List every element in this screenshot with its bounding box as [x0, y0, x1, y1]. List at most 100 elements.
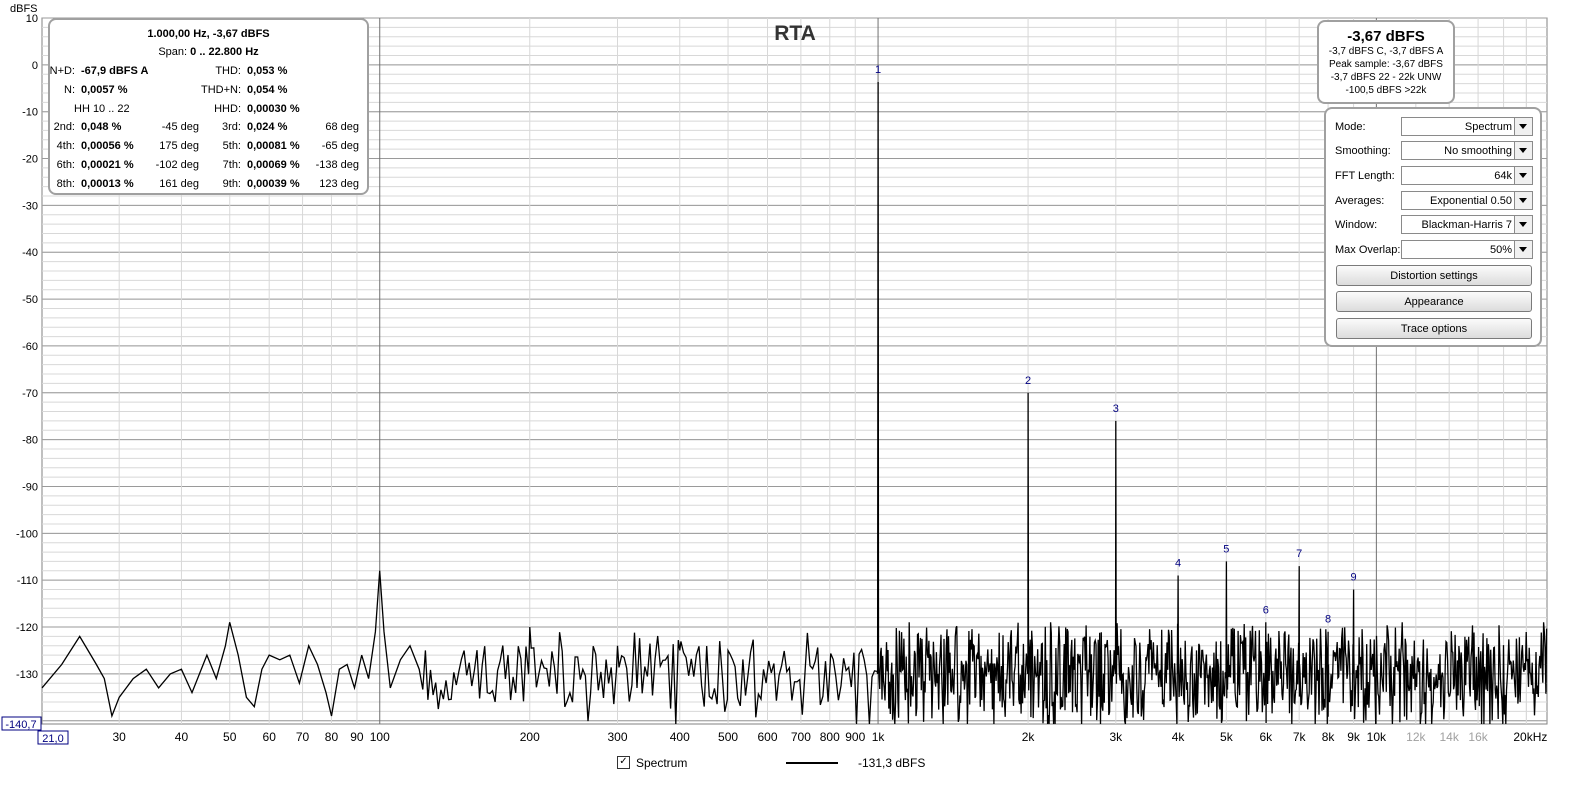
spectrum-visible-checkbox[interactable]: ✓ [617, 756, 630, 769]
fft-length-select[interactable]: 64k [1401, 166, 1533, 185]
window-select[interactable]: Blackman-Harris 7 [1401, 215, 1533, 234]
harmonic-phase: 175 deg [159, 140, 199, 152]
thdn-label: THD+N: [200, 84, 241, 96]
distortion-panel: 1.000,00 Hz, -3,67 dBFS Span: 0 .. 22.80… [48, 18, 369, 195]
x-tick-label: 100 [370, 730, 390, 744]
mode-value: Spectrum [1464, 121, 1512, 133]
fft-length-value: 64k [1494, 170, 1512, 182]
x-tick-label: 40 [175, 730, 189, 744]
chevron-down-icon[interactable] [1514, 216, 1532, 233]
level-main: -3,67 dBFS [1347, 28, 1425, 45]
y-tick-label: 0 [32, 60, 38, 72]
appearance-button[interactable]: Appearance [1336, 291, 1532, 312]
x-tick-label: 300 [607, 730, 627, 744]
chevron-down-icon[interactable] [1514, 142, 1532, 159]
x-tick-label: 10k [1367, 730, 1387, 744]
x-tick-label: 500 [718, 730, 738, 744]
max-overlap-value: 50% [1489, 244, 1512, 256]
y-tick-label: -80 [22, 435, 38, 447]
harmonic-phase: 68 deg [325, 121, 359, 133]
x-tick-label: 5k [1220, 730, 1234, 744]
harmonic-phase: -138 deg [315, 159, 359, 171]
distortion-settings-button[interactable]: Distortion settings [1336, 265, 1532, 286]
harmonic-peak-label: 2 [1025, 375, 1031, 387]
n-thdn-row: N: 0,0057 % THD+N: 0,054 % [50, 84, 367, 102]
smoothing-row: Smoothing: No smoothing [1334, 141, 1534, 161]
x-tick-label: 800 [820, 730, 840, 744]
smoothing-label: Smoothing: [1335, 145, 1391, 157]
x-tick-label: 8k [1322, 730, 1336, 744]
y-tick-label: -60 [22, 341, 38, 353]
chevron-down-icon[interactable] [1514, 167, 1532, 184]
x-tick-label: 700 [791, 730, 811, 744]
harmonic-label: 5th: [222, 140, 241, 152]
y-tick-label: -100 [16, 528, 38, 540]
mode-select[interactable]: Spectrum [1401, 117, 1533, 136]
nd-thd-row: N+D: -67,9 dBFS A THD: 0,053 % [50, 65, 367, 83]
x-tick-label: 80 [325, 730, 339, 744]
y-tick-label: -130 [16, 669, 38, 681]
y-tick-label: -70 [22, 388, 38, 400]
y-min-readout: -140,7 [5, 719, 36, 731]
y-tick-label: -20 [22, 154, 38, 166]
chevron-down-icon[interactable] [1514, 241, 1532, 258]
chevron-down-icon[interactable] [1514, 118, 1532, 135]
harmonic-peak-labels: 1 2 3 4 5 6 7 8 9 [875, 64, 1357, 626]
n-label: N: [64, 84, 75, 96]
max-overlap-row: Max Overlap: 50% [1334, 240, 1534, 260]
y-tick-label: -90 [22, 481, 38, 493]
harmonic-peak-label: 9 [1351, 572, 1357, 584]
averages-select[interactable]: Exponential 0.50 [1401, 191, 1533, 210]
x-tick-label: 200 [520, 730, 540, 744]
harmonic-peak-label: 3 [1113, 403, 1119, 415]
averages-value: Exponential 0.50 [1430, 195, 1512, 207]
x-tick-label: 4k [1172, 730, 1186, 744]
level-peak-sample: Peak sample: -3,67 dBFS [1329, 59, 1443, 70]
nd-label: N+D: [49, 65, 75, 77]
averages-label: Averages: [1335, 195, 1385, 207]
x-min-readout-box [37, 730, 69, 745]
n-value: 0,0057 % [81, 84, 128, 96]
window-value: Blackman-Harris 7 [1421, 219, 1512, 231]
smoothing-select[interactable]: No smoothing [1401, 141, 1533, 160]
fft-length-row: FFT Length: 64k [1334, 166, 1534, 186]
thd-label: THD: [215, 65, 241, 77]
harmonic-value: 0,00081 % [247, 140, 300, 152]
x-tick-label: 12k [1406, 730, 1426, 744]
harmonic-label: 9th: [222, 178, 241, 190]
x-tick-label: 14k [1440, 730, 1460, 744]
max-overlap-label: Max Overlap: [1335, 244, 1401, 256]
level-above-22k: -100,5 dBFS >22k [1345, 85, 1427, 96]
x-tick-label: 70 [296, 730, 310, 744]
chevron-down-icon[interactable] [1514, 192, 1532, 209]
harmonic-phase: 123 deg [319, 178, 359, 190]
x-tick-label: 2k [1022, 730, 1036, 744]
harmonic-value: 0,00039 % [247, 178, 300, 190]
mode-row: Mode: Spectrum [1334, 117, 1534, 137]
harmonic-phase: 161 deg [159, 178, 199, 190]
harmonic-value: 0,00056 % [81, 140, 134, 152]
harmonic-label: 8th: [56, 178, 75, 190]
legend-trace-swatch [786, 762, 838, 764]
x-tick-label: 90 [350, 730, 364, 744]
max-overlap-select[interactable]: 50% [1401, 240, 1533, 259]
y-tick-label: -10 [22, 107, 38, 119]
hhd-value: 0,00030 % [247, 103, 300, 115]
harmonic-row: 2nd: 0,048 % -45 deg 3rd: 0,024 % 68 deg [50, 121, 367, 139]
level-panel: -3,67 dBFS -3,7 dBFS C, -3,7 dBFS A Peak… [1317, 20, 1455, 104]
hhd-label: HHD: [214, 103, 241, 115]
controls-panel: Mode: Spectrum Smoothing: No smoothing F… [1324, 107, 1542, 347]
x-tick-label: 9k [1347, 730, 1361, 744]
level-weighted: -3,7 dBFS C, -3,7 dBFS A [1328, 46, 1444, 57]
y-tick-label: 10 [26, 13, 38, 25]
x-tick-label: 1k [872, 730, 886, 744]
x-tick-label: 50 [223, 730, 237, 744]
x-tick-label: 20kHz [1513, 730, 1547, 744]
harmonic-label: 4th: [56, 140, 75, 152]
y-tick-label: -120 [16, 622, 38, 634]
x-tick-label: 7k [1293, 730, 1307, 744]
y-tick-label: -30 [22, 200, 38, 212]
trace-options-button[interactable]: Trace options [1336, 318, 1532, 339]
hhd-row: HH 10 .. 22 HHD: 0,00030 % [50, 103, 367, 121]
